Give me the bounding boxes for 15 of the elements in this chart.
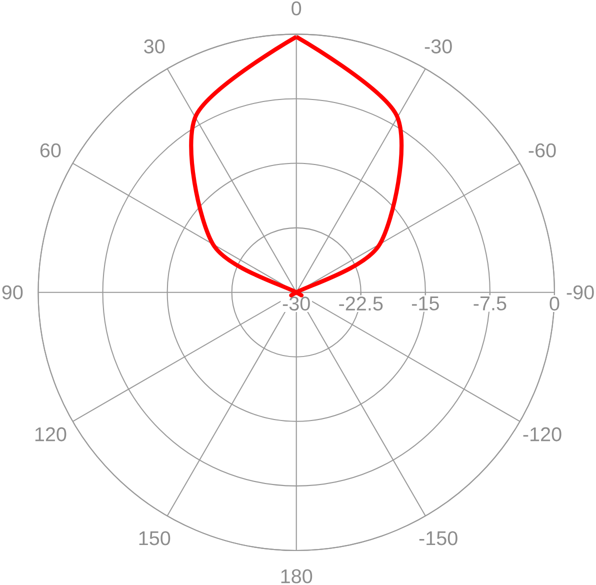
- spoke-label: 120: [35, 427, 66, 442]
- spoke-label: 90: [2, 285, 23, 300]
- spoke-label: -90: [566, 285, 594, 300]
- spoke-label: 150: [139, 531, 170, 546]
- spoke-label: -60: [528, 144, 556, 158]
- y-tick-label: -7.5: [474, 296, 506, 311]
- y-tick-label: -15: [412, 296, 439, 311]
- spoke-label: -30: [424, 40, 452, 54]
- spoke-label: 30: [144, 40, 165, 54]
- spoke-label: -150: [419, 531, 458, 546]
- y-tick-label: -22.5: [339, 296, 383, 311]
- spoke-label: -120: [523, 427, 562, 442]
- spoke-label: 180: [281, 569, 312, 584]
- spoke-label: 0: [292, 2, 302, 16]
- spoke-label: 60: [40, 144, 61, 158]
